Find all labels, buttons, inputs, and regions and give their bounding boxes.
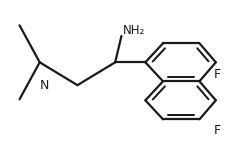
Text: F: F <box>212 124 219 137</box>
Text: F: F <box>212 68 219 81</box>
Text: N: N <box>40 79 49 92</box>
Text: NH₂: NH₂ <box>122 24 144 37</box>
